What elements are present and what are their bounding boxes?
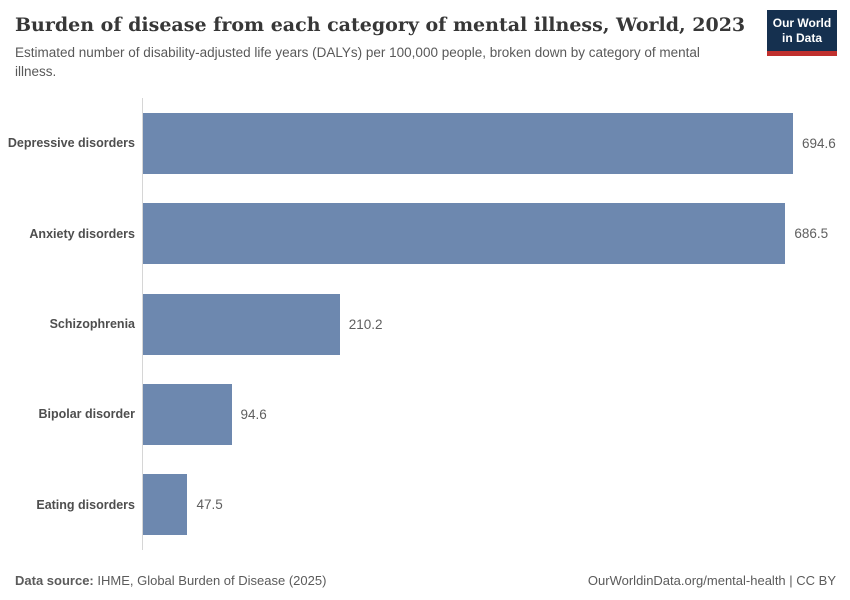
category-label-anxiety-disorders: Anxiety disorders bbox=[29, 226, 135, 241]
bar-depressive-disorders[interactable] bbox=[143, 112, 793, 174]
data-source-label: Data source: bbox=[15, 573, 94, 588]
data-source-note: Data source: IHME, Global Burden of Dise… bbox=[15, 573, 326, 588]
chart-footer: Data source: IHME, Global Burden of Dise… bbox=[15, 573, 836, 588]
value-label-depressive-disorders: 694.6 bbox=[802, 135, 836, 151]
y-axis-line bbox=[142, 98, 143, 550]
owid-cc-link[interactable]: OurWorldinData.org/mental-health | CC BY bbox=[587, 573, 836, 588]
bar-track: 47.5 bbox=[143, 474, 850, 536]
bar-row-eating-disorders: Eating disorders 47.5 bbox=[0, 460, 850, 550]
data-source-value: IHME, Global Burden of Disease (2025) bbox=[93, 573, 327, 588]
category-label-depressive-disorders: Depressive disorders bbox=[7, 136, 135, 151]
chart-subtitle: Estimated number of disability-adjusted … bbox=[15, 45, 700, 79]
value-label-bipolar-disorder: 94.6 bbox=[240, 406, 267, 422]
bar-anxiety-disorders[interactable] bbox=[143, 203, 786, 265]
category-label-bipolar-disorder: Bipolar disorder bbox=[38, 407, 135, 422]
value-label-schizophrenia: 210.2 bbox=[348, 316, 383, 332]
value-label-anxiety-disorders: 686.5 bbox=[794, 226, 829, 242]
category-label-eating-disorders: Eating disorders bbox=[36, 497, 135, 512]
chart-title: Burden of disease from each category of … bbox=[15, 14, 746, 36]
owid-logo-line2: in Data bbox=[781, 31, 822, 45]
owid-logo[interactable]: Our World in Data bbox=[767, 10, 837, 56]
bar-chart: Depressive disorders 694.6 Anxiety disorde… bbox=[0, 98, 850, 550]
bar-bipolar-disorder[interactable] bbox=[143, 383, 232, 445]
bar-schizophrenia[interactable] bbox=[143, 293, 340, 355]
value-label-eating-disorders: 47.5 bbox=[196, 497, 223, 513]
bar-track: 210.2 bbox=[143, 293, 850, 355]
bar-row-anxiety-disorders: Anxiety disorders 686.5 bbox=[0, 188, 850, 278]
bar-track: 694.6 bbox=[143, 112, 850, 174]
bar-row-depressive-disorders: Depressive disorders 694.6 bbox=[0, 98, 850, 188]
bar-row-bipolar-disorder: Bipolar disorder 94.6 bbox=[0, 369, 850, 459]
bar-rows: Depressive disorders 694.6 Anxiety disorde… bbox=[0, 98, 850, 550]
bar-eating-disorders[interactable] bbox=[143, 474, 188, 536]
bar-track: 686.5 bbox=[143, 203, 850, 265]
category-label-schizophrenia: Schizophrenia bbox=[49, 317, 135, 332]
chart-header: Burden of disease from each category of … bbox=[15, 14, 835, 82]
bar-track: 94.6 bbox=[143, 383, 850, 445]
bar-row-schizophrenia: Schizophrenia 210.2 bbox=[0, 279, 850, 369]
owid-logo-line1: Our World bbox=[772, 16, 832, 30]
